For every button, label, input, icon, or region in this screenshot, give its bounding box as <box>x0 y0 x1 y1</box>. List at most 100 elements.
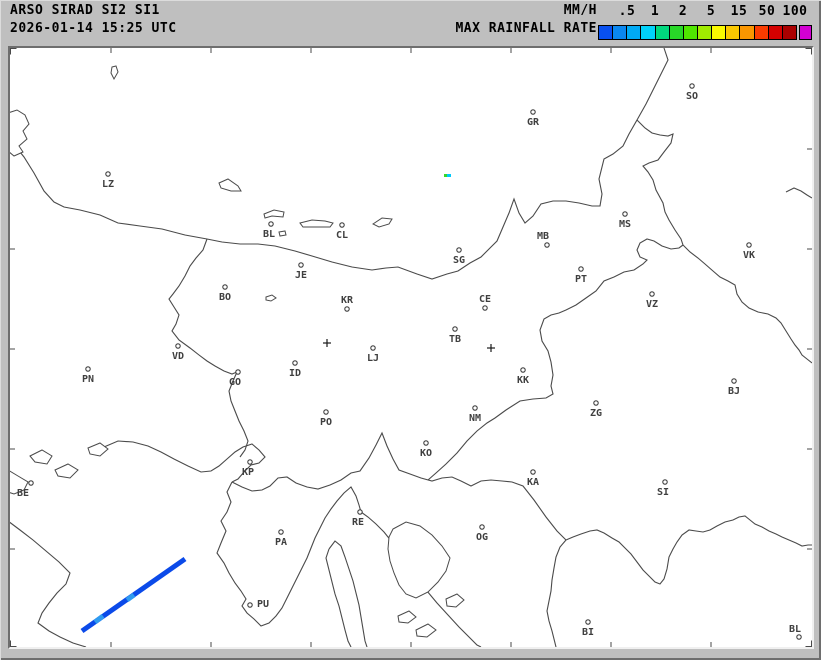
station-label: KP <box>242 467 254 478</box>
scale-cell <box>627 26 642 39</box>
station-label: VD <box>172 351 184 362</box>
scale-tick-label: 50 <box>758 4 776 19</box>
island <box>397 610 417 624</box>
station-label: CL <box>336 230 348 241</box>
station-label: GO <box>229 377 241 388</box>
station-marker <box>344 306 350 312</box>
station-label: TB <box>449 334 461 345</box>
lake <box>299 219 334 228</box>
hungary-croatia-border <box>636 119 813 364</box>
station-marker <box>247 459 253 465</box>
station-label: SI <box>657 487 669 498</box>
lagoon-island <box>87 442 109 457</box>
scale-tick-label: 15 <box>730 4 748 19</box>
station-label: PU <box>257 599 269 610</box>
station-label: MB <box>537 231 549 242</box>
station-label: GR <box>527 117 540 128</box>
station-marker <box>298 262 304 268</box>
station-marker <box>235 369 241 375</box>
station-label: BL <box>789 624 801 635</box>
scale-cell <box>782 26 796 39</box>
scale-cell <box>726 26 741 39</box>
station-marker <box>175 343 181 349</box>
station-label: KR <box>341 295 354 306</box>
map-corner-mark <box>10 48 17 55</box>
station-marker <box>456 247 462 253</box>
station-marker <box>622 211 628 217</box>
lagoon-island <box>54 463 79 479</box>
station-marker <box>578 266 584 272</box>
scale-cell <box>655 26 670 39</box>
italy-slovenia-border <box>168 238 249 458</box>
station-marker <box>85 366 91 372</box>
rainfall-color-scale <box>598 25 797 40</box>
station-label: NM <box>469 413 481 424</box>
south-border <box>231 431 812 585</box>
station-label: VZ <box>646 299 658 310</box>
station-marker <box>649 291 655 297</box>
cres-west-coast <box>325 548 352 648</box>
lake <box>110 65 119 81</box>
island <box>415 623 437 638</box>
scale-cell <box>683 26 698 39</box>
station-label: SG <box>453 255 465 266</box>
scale-tick-label: 100 <box>782 4 808 19</box>
lake <box>278 230 287 237</box>
lake <box>263 209 285 219</box>
rain-streak-highlight <box>93 614 105 624</box>
station-label: LZ <box>102 179 114 190</box>
cres-east-coast <box>328 540 368 648</box>
station-label: OG <box>476 532 488 543</box>
scale-title: MAX RAINFALL RATE <box>455 21 597 36</box>
scale-cell <box>697 26 713 39</box>
station-marker <box>222 284 228 290</box>
station-marker <box>796 634 802 640</box>
krk-island <box>387 521 451 599</box>
map-corner-mark <box>805 48 812 55</box>
scale-cell <box>740 26 755 39</box>
station-label: CE <box>479 294 491 305</box>
rain-cell <box>444 174 447 177</box>
station-label: RE <box>352 517 364 528</box>
lake <box>265 294 277 302</box>
lake <box>218 178 242 192</box>
scale-tick-label: .5 <box>618 4 636 19</box>
station-marker <box>662 479 668 485</box>
scale-cell <box>613 26 628 39</box>
station-label: PT <box>575 274 587 285</box>
station-marker <box>28 480 34 486</box>
station-marker <box>339 222 345 228</box>
hungary-east-stub <box>785 187 813 199</box>
station-label: LJ <box>367 353 379 364</box>
trieste-coast <box>103 440 266 483</box>
station-label: PN <box>82 374 94 385</box>
rain-streak-highlight <box>125 592 136 603</box>
hail-color-cell <box>799 25 812 40</box>
station-label: KO <box>420 448 432 459</box>
station-label: KK <box>517 375 529 386</box>
station-label: JE <box>295 270 307 281</box>
station-marker <box>370 345 376 351</box>
una-border <box>546 539 567 648</box>
station-label: BL <box>263 229 275 240</box>
lake <box>7 109 30 157</box>
station-label: VK <box>743 250 755 261</box>
mura-sotla-border <box>427 238 684 481</box>
station-marker <box>530 469 536 475</box>
station-marker <box>689 83 695 89</box>
station-marker <box>482 305 488 311</box>
station-label: BI <box>582 627 594 638</box>
station-marker <box>520 367 526 373</box>
station-marker <box>479 524 485 530</box>
radar-map: LZ GR SO BL CL MS MB VK SG JE PT BO KR CE VZ TB LJ VD PN ID… <box>7 47 813 648</box>
island <box>445 593 465 608</box>
scale-tick-label: 2 <box>678 4 688 19</box>
map-corner-mark <box>805 640 812 647</box>
station-marker <box>323 409 329 415</box>
scale-cell <box>768 26 783 39</box>
station-label: ZG <box>590 408 602 419</box>
station-label: BE <box>17 488 29 499</box>
station-marker <box>423 440 429 446</box>
timestamp: 2026-01-14 15:25 UTC <box>10 21 177 36</box>
station-label: KA <box>527 477 539 488</box>
